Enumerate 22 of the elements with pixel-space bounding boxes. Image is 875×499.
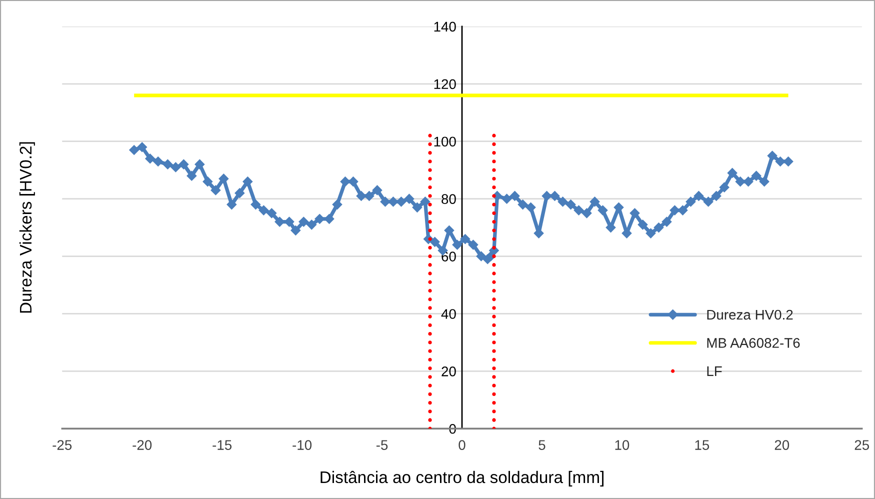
x-tick-label: 10 [615,440,630,450]
y-tick-label: 20 [442,366,456,376]
x-tick-label: 0 [458,440,466,450]
legend-label: MB AA6082-T6 [707,338,800,348]
y-tick-label: 40 [441,309,456,319]
x-tick-label: -20 [132,440,152,450]
x-axis-title: Distância ao centro da soldadura [mm] [320,470,604,486]
x-tick-label: -5 [376,440,388,450]
x-tick-label: -15 [212,440,232,450]
x-tick-label: -25 [52,440,72,450]
legend-label: Dureza HV0.2 [707,310,793,320]
legend-label: LF [707,366,722,376]
y-tick-label: 140 [434,22,456,32]
x-tick-label: 25 [854,440,870,450]
y-tick-label: 120 [434,79,456,90]
x-tick-label: 15 [695,440,710,450]
y-tick-label: 100 [434,136,456,147]
x-tick-label: 5 [538,440,546,450]
y-tick-label: 80 [442,194,456,204]
y-axis-title: Dureza Vickers [HV0.2] [19,142,35,313]
x-tick-label: -10 [292,440,312,450]
x-tick-label: 20 [774,440,790,450]
